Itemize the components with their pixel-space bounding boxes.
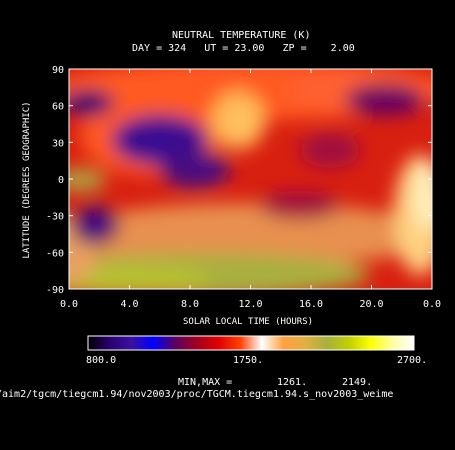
x-tick-label: 8.0 — [181, 299, 199, 310]
chart-title: NEUTRAL TEMPERATURE (K) — [172, 30, 311, 41]
y-tick-label: 90 — [52, 65, 64, 76]
x-axis-ticks: 0.0 4.0 8.0 12.0 16.0 20.0 0.0 — [60, 69, 441, 310]
x-tick-label: 0.0 — [60, 299, 78, 310]
y-tick-label: -60 — [46, 248, 64, 259]
colorbar-mid-label: 1750. — [233, 355, 264, 366]
x-tick-label: 20.0 — [359, 299, 383, 310]
x-tick-label: 4.0 — [120, 299, 138, 310]
y-tick-label: 60 — [52, 102, 64, 113]
x-tick-label: 0.0 — [423, 299, 441, 310]
x-tick-label: 16.0 — [299, 299, 323, 310]
x-axis-label: SOLAR LOCAL TIME (HOURS) — [183, 317, 314, 327]
chart-subtitle: DAY = 324 UT = 23.00 ZP = 2.00 — [132, 43, 355, 54]
colorbar-max-label: 2700. — [397, 355, 428, 366]
max-value: 2149. — [342, 377, 373, 388]
source-path: /aim2/tgcm/tiegcm1.94/nov2003/proc/TGCM.… — [0, 389, 394, 400]
y-tick-label: 0 — [58, 175, 64, 186]
heatmap-field — [69, 69, 432, 289]
minmax-label: MIN,MAX = — [178, 377, 233, 388]
x-tick-label: 12.0 — [238, 299, 262, 310]
y-tick-label: 30 — [52, 138, 64, 149]
colorbar-min-label: 800.0 — [86, 355, 117, 366]
colorbar — [87, 335, 415, 351]
y-axis-ticks: 90 60 30 0 -30 -60 -90 — [46, 65, 432, 296]
y-axis-label: LATITUDE (DEGREES GEOGRAPHIC) — [22, 101, 32, 259]
min-value: 1261. — [277, 377, 308, 388]
y-tick-label: -30 — [46, 212, 64, 223]
y-tick-label: -90 — [46, 285, 64, 296]
